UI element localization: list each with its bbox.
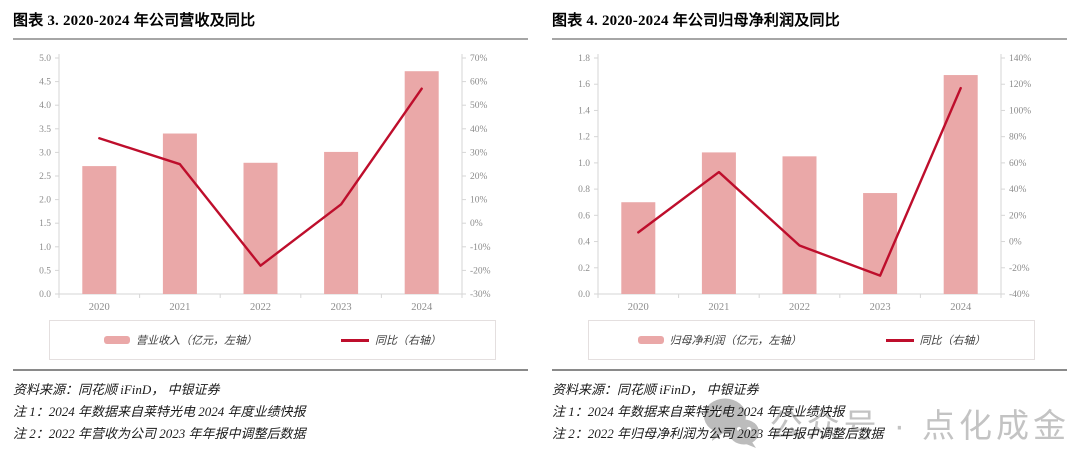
svg-text:60%: 60%: [1009, 159, 1027, 169]
legend-item-line: 同比（右轴）: [885, 332, 986, 348]
svg-text:2024: 2024: [950, 302, 972, 313]
svg-text:20%: 20%: [1009, 211, 1027, 221]
chart-legend: 营业收入（亿元，左轴） 同比（右轴）: [49, 320, 496, 360]
svg-text:4.5: 4.5: [39, 78, 51, 88]
net-profit-chart-svg: 1.8 1.6 1.4 1.2 1.0 0.8 0.6 0.4 0.2 0.0 140% 120% 10…: [578, 54, 1031, 313]
svg-text:2023: 2023: [331, 302, 352, 313]
svg-text:2.0: 2.0: [39, 196, 51, 206]
svg-text:2022: 2022: [789, 302, 810, 313]
bar-swatch-icon: [637, 336, 664, 344]
figure-divider: [552, 369, 1067, 371]
svg-text:0.0: 0.0: [578, 290, 590, 300]
svg-text:3.5: 3.5: [39, 125, 51, 135]
svg-text:4.0: 4.0: [39, 101, 51, 111]
svg-text:1.5: 1.5: [39, 219, 51, 229]
revenue-chart: 5.0 4.5 4.0 3.5 3.0 2.5 2.0 1.5 1.0 0.5 0.0 70% 60% 5…: [13, 44, 528, 320]
svg-text:2020: 2020: [89, 302, 110, 313]
svg-text:10%: 10%: [470, 196, 488, 206]
source-note: 资料来源：同花顺 iFinD， 中银证券: [552, 382, 759, 397]
bar-swatch-icon: [104, 336, 130, 344]
svg-text:0%: 0%: [470, 219, 483, 229]
legend-item-bar: 营业收入（亿元，左轴）: [104, 332, 257, 348]
svg-text:5.0: 5.0: [39, 54, 51, 64]
svg-text:120%: 120%: [1009, 80, 1031, 90]
figure-title: 图表 3. 2020-2024 年公司营收及同比: [13, 12, 528, 40]
svg-text:2.5: 2.5: [39, 172, 51, 182]
svg-text:1.8: 1.8: [578, 54, 590, 64]
svg-text:-20%: -20%: [1009, 264, 1030, 274]
figure-title: 图表 4. 2020-2024 年公司归母净利润及同比: [552, 12, 1067, 40]
svg-text:40%: 40%: [1009, 185, 1027, 195]
svg-text:0%: 0%: [1009, 238, 1022, 248]
bar-legend-label: 营业收入（亿元，左轴）: [136, 335, 257, 347]
svg-text:30%: 30%: [470, 148, 488, 158]
svg-text:-40%: -40%: [1009, 290, 1030, 300]
svg-text:2021: 2021: [169, 302, 190, 313]
revenue-chart-svg: 5.0 4.5 4.0 3.5 3.0 2.5 2.0 1.5 1.0 0.5 0.0 70% 60% 5…: [39, 54, 491, 313]
svg-text:0.5: 0.5: [39, 266, 51, 276]
legend-item-bar: 归母净利润（亿元，左轴）: [637, 332, 802, 348]
net-profit-chart: 1.8 1.6 1.4 1.2 1.0 0.8 0.6 0.4 0.2 0.0 140% 120% 10…: [552, 44, 1067, 320]
figure-note-2: 注 2：2022 年归母净利润为公司 2023 年年报中调整后数据: [552, 426, 884, 441]
svg-text:1.6: 1.6: [578, 80, 590, 90]
svg-text:80%: 80%: [1009, 133, 1027, 143]
svg-text:0.2: 0.2: [578, 264, 590, 274]
svg-text:100%: 100%: [1009, 106, 1031, 116]
svg-text:2020: 2020: [628, 302, 649, 313]
line-legend-label: 同比（右轴）: [919, 335, 986, 347]
svg-text:60%: 60%: [470, 78, 488, 88]
svg-text:20%: 20%: [470, 172, 488, 182]
figure-divider: [13, 369, 528, 371]
svg-text:2022: 2022: [250, 302, 271, 313]
figure-revenue: 图表 3. 2020-2024 年公司营收及同比 5.0 4.5 4.0 3.5 3.0…: [13, 10, 528, 444]
svg-text:0.6: 0.6: [578, 211, 590, 221]
bar-legend-label: 归母净利润（亿元，左轴）: [669, 335, 802, 347]
svg-text:1.2: 1.2: [578, 133, 590, 143]
svg-text:1.0: 1.0: [578, 159, 590, 169]
svg-text:50%: 50%: [470, 101, 488, 111]
line-legend-label: 同比（右轴）: [375, 335, 441, 347]
svg-text:40%: 40%: [470, 125, 488, 135]
svg-text:-20%: -20%: [470, 266, 491, 276]
line-swatch-icon: [341, 338, 369, 342]
legend-item-line: 同比（右轴）: [341, 332, 441, 348]
figure-note-1: 注 1：2024 年数据来自莱特光电 2024 年度业绩快报: [552, 404, 845, 419]
source-note: 资料来源：同花顺 iFinD， 中银证券: [13, 382, 220, 397]
svg-text:-30%: -30%: [470, 290, 491, 300]
line-swatch-icon: [885, 338, 914, 342]
svg-text:0.8: 0.8: [578, 185, 590, 195]
svg-text:3.0: 3.0: [39, 148, 51, 158]
svg-text:0.4: 0.4: [578, 238, 590, 248]
svg-text:-10%: -10%: [470, 243, 491, 253]
svg-text:2021: 2021: [708, 302, 729, 313]
svg-text:70%: 70%: [470, 54, 488, 64]
svg-text:0.0: 0.0: [39, 290, 51, 300]
chart-legend: 归母净利润（亿元，左轴） 同比（右轴）: [588, 320, 1035, 360]
figure-note-1: 注 1：2024 年数据来自莱特光电 2024 年度业绩快报: [13, 404, 306, 419]
figure-net-profit: 图表 4. 2020-2024 年公司归母净利润及同比 1.8 1.6 1.4 1.2…: [552, 10, 1067, 444]
figure-note-2: 注 2：2022 年营收为公司 2023 年年报中调整后数据: [13, 426, 306, 441]
figures-row: 图表 3. 2020-2024 年公司营收及同比 5.0 4.5 4.0 3.5 3.0…: [13, 10, 1067, 444]
svg-text:2023: 2023: [870, 302, 891, 313]
svg-text:1.0: 1.0: [39, 243, 51, 253]
svg-text:2024: 2024: [411, 302, 433, 313]
svg-text:140%: 140%: [1009, 54, 1031, 64]
svg-text:1.4: 1.4: [578, 106, 590, 116]
